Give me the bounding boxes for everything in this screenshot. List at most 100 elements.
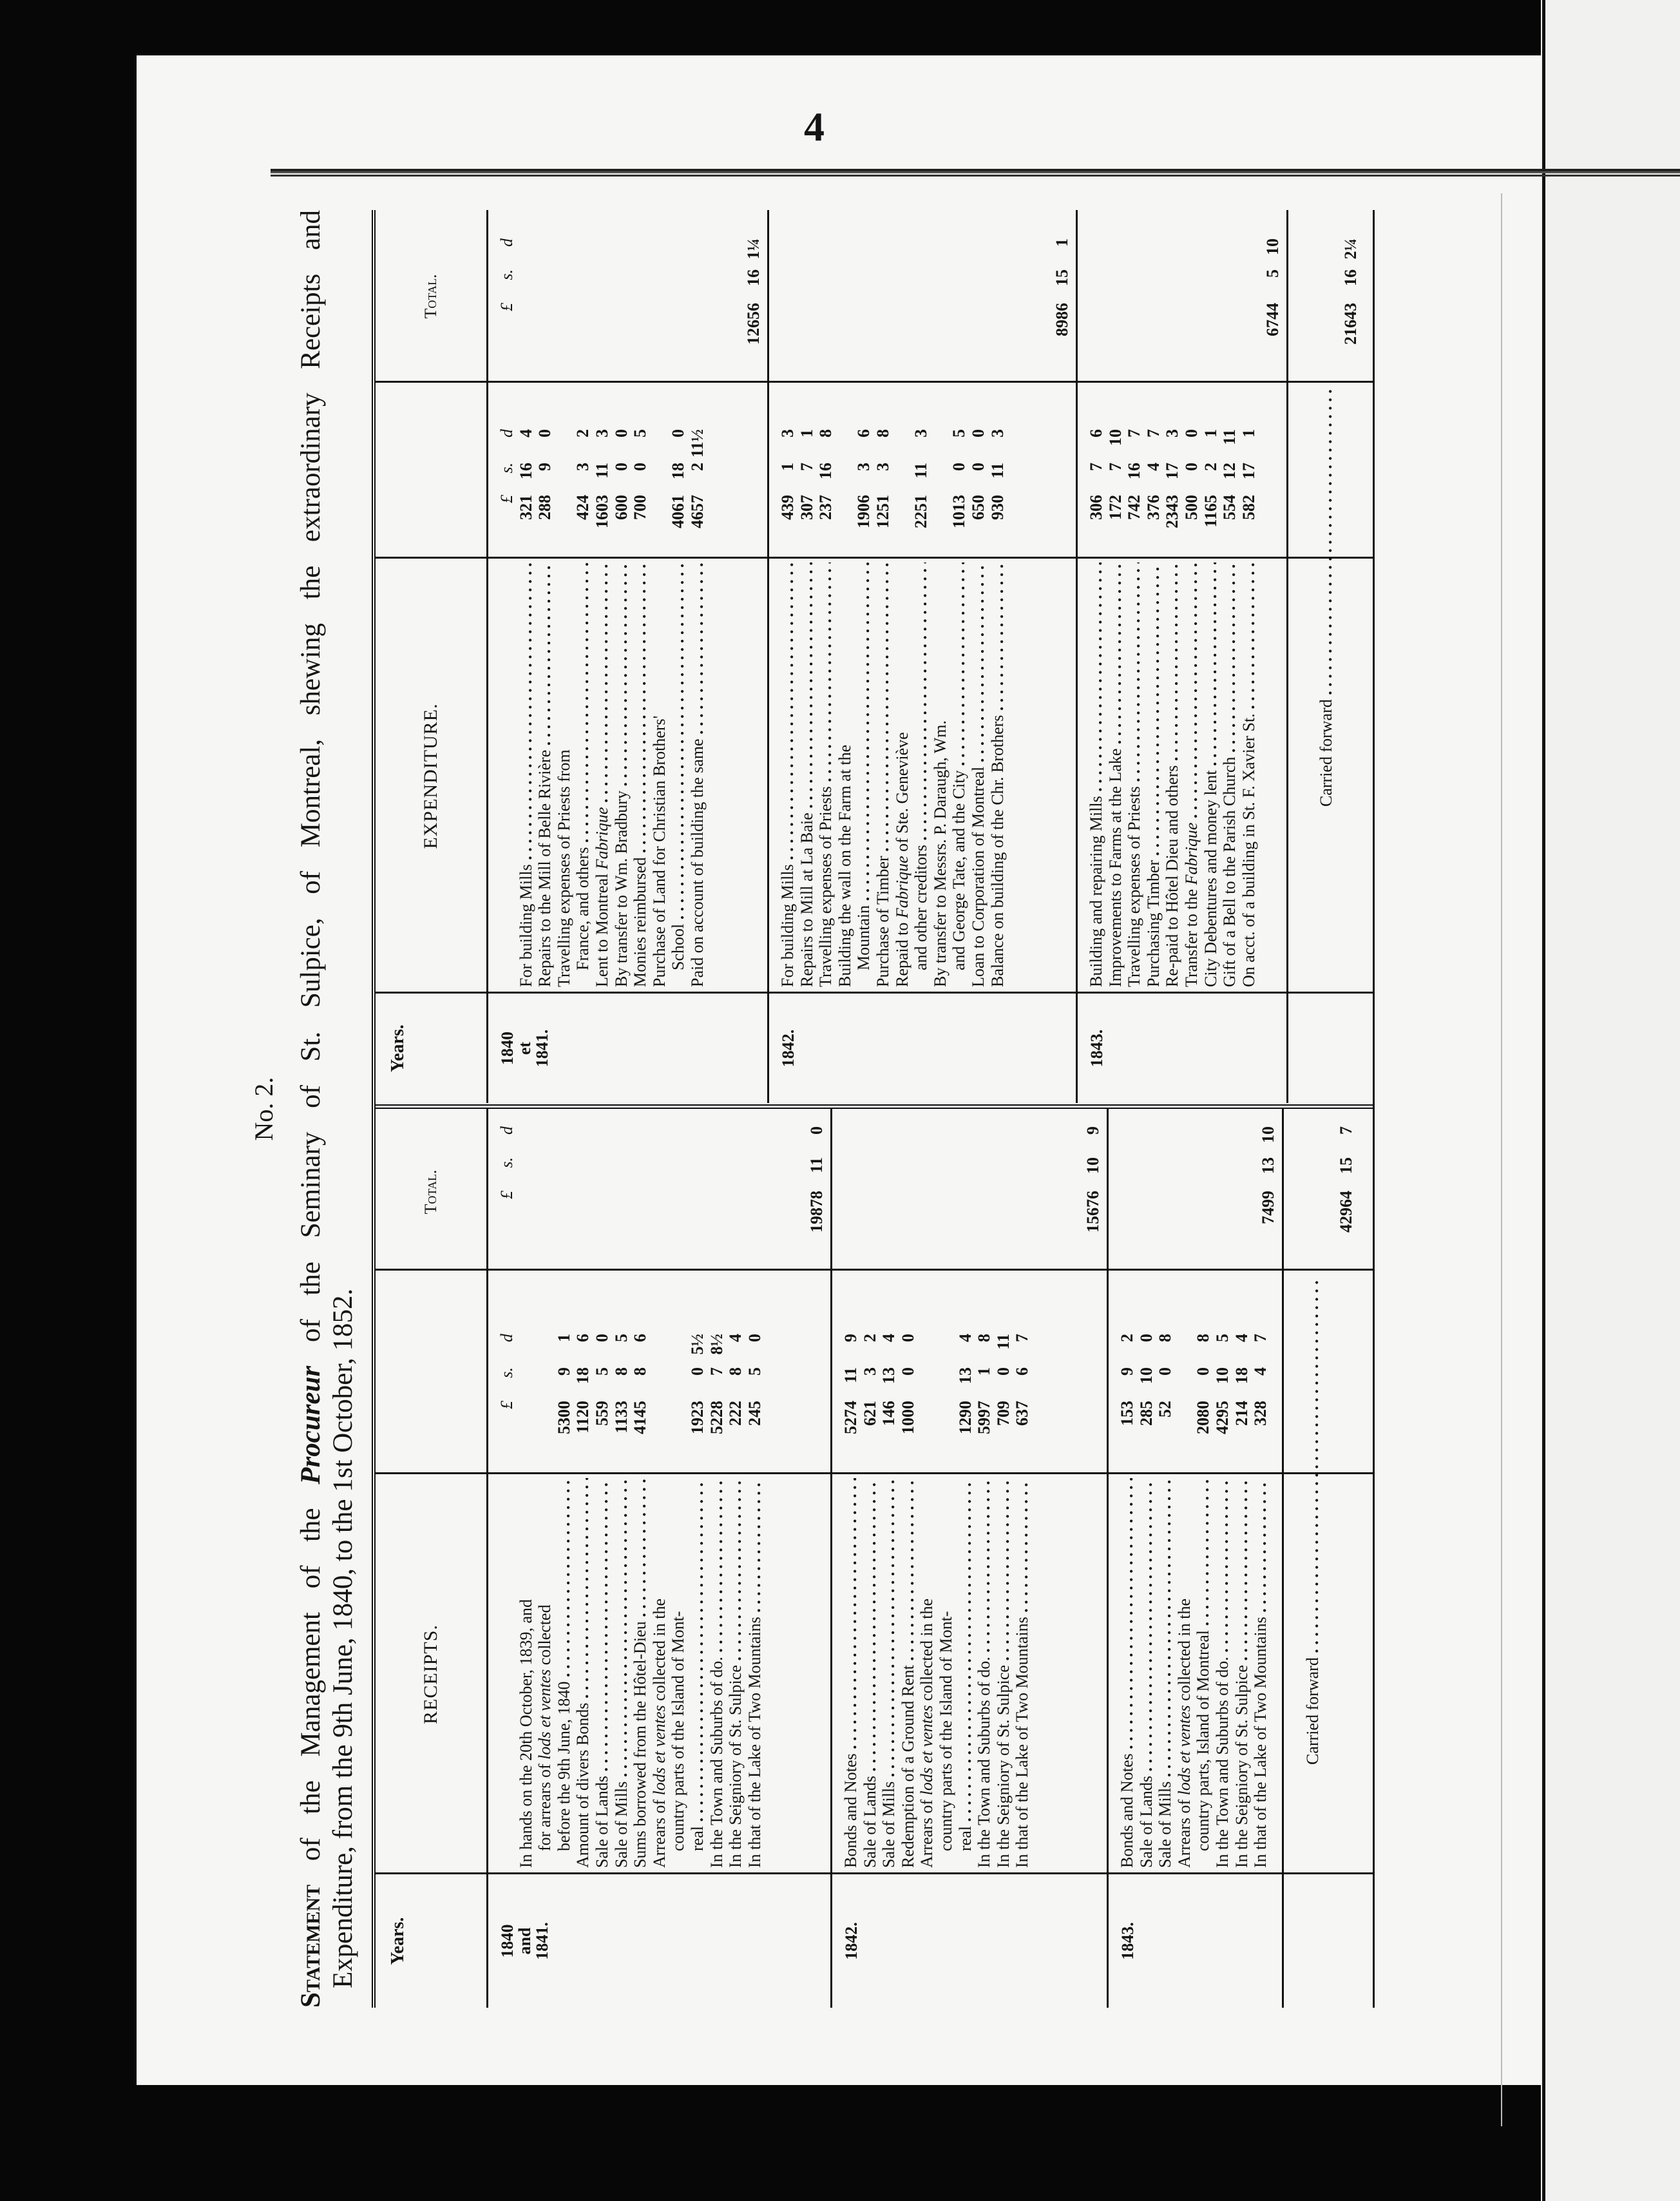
pounds: 500 [1181,495,1201,520]
pounds: 1251 [873,495,892,528]
pounds: 1923 [687,1401,707,1434]
pence: 0 [898,1334,917,1342]
pounds: £ [497,303,516,311]
year-block: 1842.For building Mills43913Repairs to M… [769,210,1078,1103]
pence: 4 [879,1334,899,1342]
pounds: 153 [1118,1401,1136,1426]
entry-amount: 424 3 2 [573,380,593,562]
entry-description: Re-paid to Hôtel Dieu and others [1163,562,1182,987]
shillings: 6 [1013,1367,1032,1376]
entry-description: In the Town and Suburbs of do. [1213,1478,1232,1868]
shillings: 18 [669,463,688,479]
pounds: 424 [573,495,593,520]
pence: 0 [592,1334,611,1342]
pounds: 2251 [912,495,931,528]
entry-row: Balance on building of the Chr. Brothers… [988,210,1007,987]
pence: 6 [1087,429,1105,437]
entry-row: Monies reimbursed 700 0 5 [631,210,650,987]
year-block: 1840 and 1841. £ s. d £ s. d In hands on the 20th… [488,1109,832,2008]
entry-description: Transfer to the Fabrique [1182,562,1201,987]
entry-description: Sums borrowed from the Hôtel-Dieu [631,1478,650,1868]
pence: 4 [1232,1334,1251,1342]
entry-row: In hands on the 20th October, 1839, and [517,1109,536,1868]
entry-amount-empty [835,380,855,562]
shillings: 15 [1053,269,1072,286]
shillings: 9 [554,1367,573,1376]
page-fold-line [1501,193,1502,2126]
entry-amount: 1923 0 5½ [688,1268,707,1478]
pounds: 582 [1239,495,1258,520]
shillings: 0 [950,463,969,471]
entry-row: Repairs to Mill at La Baie 307 7 1 [797,210,817,987]
pounds: £ [497,1401,516,1409]
entry-amount: 621 3 2 [861,1268,880,1478]
entry-description: for arrears of lods et ventes collected [535,1604,555,1851]
pounds: 214 [1232,1401,1251,1426]
entry-row: France, and others 424 3 2 [573,210,593,987]
entry-amount: 4061 18 0 [669,380,688,562]
entry-description: Balance on building of the Chr. Brothers [988,562,1007,987]
italic-term: lods et ventes [1174,1705,1194,1796]
pence: 7 [1125,429,1144,437]
shillings: 15 [1337,1157,1355,1174]
entry-amount: 5300 9 1 [555,1268,574,1478]
pounds: 146 [879,1401,899,1426]
entry-row: Sale of Mills 1133 8 5 [612,1109,631,1868]
years-header: Years. [388,1024,408,1072]
entry-lines: Bonds and Notes 5274 11 9 Sale of Lands 621 3 2… [841,1109,1032,1868]
entry-amount: 700 0 5 [631,380,650,562]
pounds: 4295 [1212,1401,1232,1434]
shillings: 5 [1263,269,1283,278]
pence: 3 [988,429,1007,437]
pence: 5½ [687,1334,707,1355]
entry-row: Sale of Mills 52 0 8 [1156,1109,1175,1868]
entry-row: Repaid to Fabrique of Ste. Geneviève [893,210,912,987]
shillings: 18 [573,1367,593,1384]
entry-amount: 1603 11 3 [593,380,612,562]
entry-row: Loan to Corporation of Montreal 650 0 0 [969,210,988,987]
entry-row: country parts of the Island of Mont- [937,1109,956,1868]
entry-description: before the 9th June, 1840 [555,1478,574,1868]
shillings: 11 [841,1367,860,1383]
shillings: 2 [687,463,707,471]
entry-amount: 650 0 0 [969,380,988,562]
pounds: 321 [516,495,535,520]
entry-description: France, and others [573,562,593,987]
shillings: 16 [516,463,535,479]
entry-row: Amount of divers Bonds 1120 18 6 [573,1109,593,1868]
shillings: 2 [1201,463,1220,471]
pounds: 559 [592,1401,611,1426]
carried-forward-row: Carried forward 21643 16 2¼ [1288,210,1366,1103]
shillings: 3 [860,1367,879,1376]
entry-amount-empty [650,1268,669,1478]
entry-row: Sums borrowed from the Hôtel-Dieu 4145 8 6 [631,1109,650,1868]
pence: d [497,429,516,437]
carried-forward-total: 42964 15 7 [1337,1126,1356,1262]
entry-amount: 376 4 7 [1144,380,1163,562]
entry-description: Sale of Mills [879,1478,899,1868]
entry-description: Travelling expenses of Priests from [554,749,573,987]
entry-row: Lent to Montreal Fabrique 1603 11 3 [593,210,612,987]
entry-amount: 4295 10 5 [1213,1268,1232,1478]
entry-row: Sale of Lands 621 3 2 [861,1109,880,1868]
entry-row: before the 9th June, 1840 5300 9 1 [555,1109,574,1868]
year-label: 1843. [1087,1029,1106,1068]
pounds: 172 [1105,495,1125,520]
entry-row: In the Seigniory of St. Sulpice 222 8 4 [726,1109,745,1868]
entry-amount-empty [517,1268,536,1478]
italic-term: lods et ventes [649,1705,669,1796]
pence: 0 [1136,1334,1156,1342]
entry-description: In hands on the 20th October, 1839, and [516,1599,535,1868]
title-line-1: Statement of the Management of the Procu… [295,210,327,2008]
shillings: 0 [631,463,650,471]
entry-row: By transfer to Messrs. P. Daraugh, Wm. [931,210,950,987]
entry-description: For building Mills [517,562,536,987]
shillings: 0 [1181,463,1201,471]
pence: 0 [745,1334,764,1342]
pounds: 709 [993,1401,1013,1426]
pence: 0 [1181,429,1201,437]
pounds: 5228 [707,1401,726,1434]
page-number: 4 [804,104,825,149]
italic-term: lods et ventes [917,1705,937,1796]
